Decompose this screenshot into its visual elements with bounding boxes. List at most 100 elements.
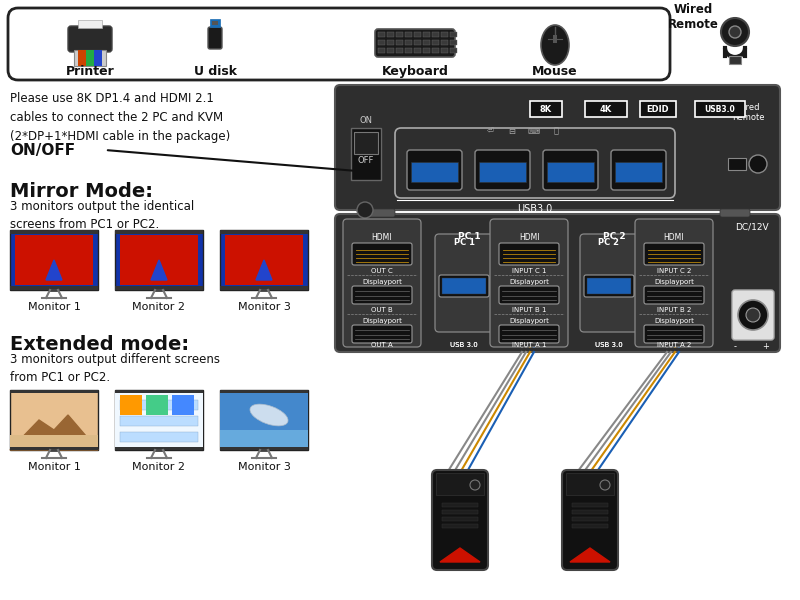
Circle shape [600,480,610,490]
Bar [423,32,430,37]
Bar [220,390,308,450]
FancyBboxPatch shape [365,209,395,217]
Text: Displayport: Displayport [654,318,694,324]
Bar [120,400,198,410]
Bar [432,48,439,53]
Polygon shape [570,548,610,562]
Bar [10,447,98,450]
Text: OUT B: OUT B [371,307,393,313]
Text: Displayport: Displayport [362,318,402,324]
Bar [442,278,486,294]
Text: USB 3.0: USB 3.0 [595,342,623,348]
FancyBboxPatch shape [584,275,634,297]
FancyBboxPatch shape [352,325,412,343]
Text: OUT A: OUT A [371,342,393,348]
FancyBboxPatch shape [644,243,704,265]
Text: ON/OFF: ON/OFF [10,142,75,157]
FancyBboxPatch shape [490,219,568,347]
Ellipse shape [541,25,569,65]
Bar [86,50,94,66]
Bar [94,50,102,66]
FancyBboxPatch shape [644,325,704,343]
Text: OUT C: OUT C [371,268,393,274]
Text: PC 2: PC 2 [602,232,626,241]
FancyBboxPatch shape [439,275,489,297]
Bar [78,20,102,28]
Text: ⏎: ⏎ [486,127,494,136]
Text: PC 1: PC 1 [458,232,480,241]
FancyBboxPatch shape [8,8,670,80]
Bar [405,40,412,45]
Text: Monitor 1: Monitor 1 [27,462,81,472]
Circle shape [749,155,767,173]
Bar [587,278,631,294]
Bar [436,473,484,495]
FancyBboxPatch shape [499,286,559,304]
Bar [615,162,662,182]
Text: EDID: EDID [646,104,670,113]
Bar [10,390,98,393]
Bar [695,101,745,117]
Text: -: - [734,342,740,351]
Text: 4K: 4K [600,104,612,113]
FancyBboxPatch shape [732,290,774,340]
Bar [351,128,381,180]
Bar [572,510,608,514]
Text: Mouse: Mouse [532,65,578,78]
Bar [172,395,194,415]
Bar [423,48,430,53]
FancyBboxPatch shape [720,209,750,217]
Text: USB3.0: USB3.0 [518,204,553,214]
Bar [553,35,557,43]
Bar [120,235,198,285]
Text: ⏽: ⏽ [554,127,558,136]
Bar [10,286,98,290]
Text: PC 1: PC 1 [454,238,474,247]
Text: Monitor 3: Monitor 3 [238,302,290,312]
Bar [530,101,562,117]
Bar [74,50,106,66]
Bar [115,390,203,393]
Bar [450,48,457,53]
Text: Wired
Remote: Wired Remote [732,103,764,122]
Text: Monitor 3: Monitor 3 [238,462,290,472]
Text: Displayport: Displayport [654,279,694,285]
FancyBboxPatch shape [611,150,666,190]
Text: 3 monitors output the identical
screens from PC1 or PC2.: 3 monitors output the identical screens … [10,200,194,231]
Bar [405,32,412,37]
Circle shape [729,26,741,38]
Text: PC 2: PC 2 [598,238,619,247]
Text: INPUT A 1: INPUT A 1 [512,342,546,348]
FancyBboxPatch shape [543,150,598,190]
FancyBboxPatch shape [335,85,780,210]
Ellipse shape [250,404,288,426]
Bar [572,517,608,521]
Bar [572,503,608,507]
Bar [10,230,98,234]
Bar [479,162,526,182]
Bar [10,230,98,290]
Text: USB 3.0: USB 3.0 [595,342,623,348]
Polygon shape [151,260,167,280]
Bar [78,50,86,66]
Bar [396,48,403,53]
Bar [15,235,93,285]
Bar [387,48,394,53]
Bar [220,390,308,450]
Text: HDMI: HDMI [664,233,684,242]
Bar [120,432,198,442]
FancyBboxPatch shape [499,243,559,265]
Bar [115,230,203,290]
Text: INPUT B 2: INPUT B 2 [657,307,691,313]
Text: USB3.0: USB3.0 [705,104,735,113]
Bar [220,230,308,234]
Bar [220,447,308,450]
FancyBboxPatch shape [432,470,488,570]
Bar [572,524,608,528]
Bar [441,48,448,53]
Bar [220,230,308,290]
Bar [585,101,627,117]
Bar [442,510,478,514]
FancyBboxPatch shape [635,219,713,347]
Bar [432,32,439,37]
